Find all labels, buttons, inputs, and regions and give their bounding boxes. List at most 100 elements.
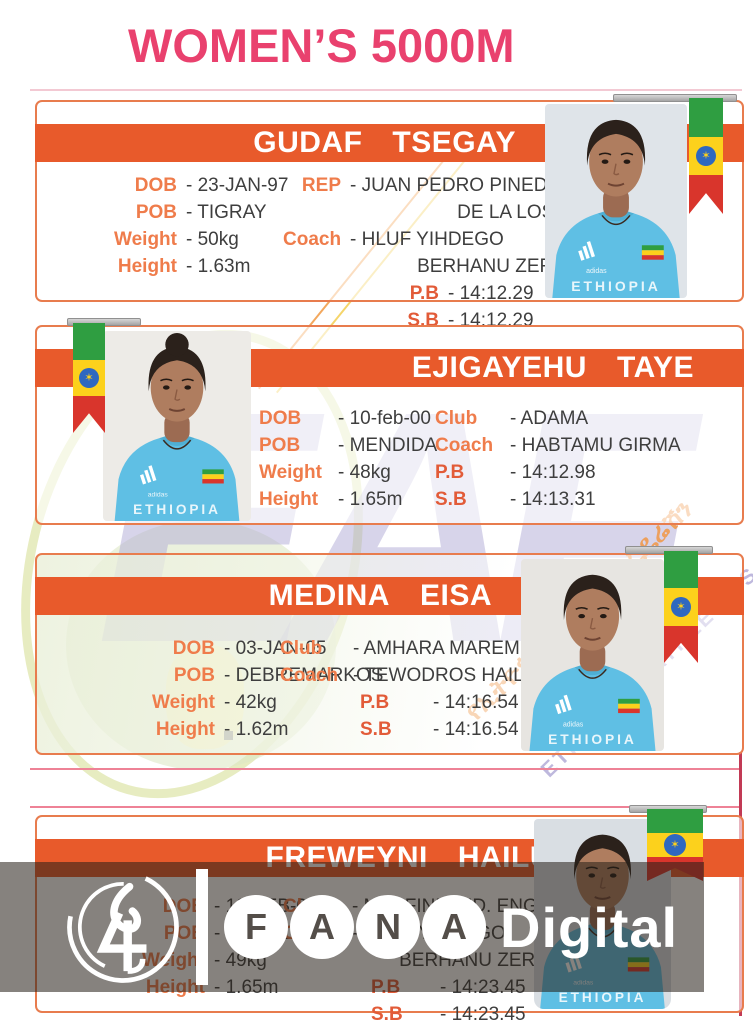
flag-red-band (689, 175, 723, 214)
field-value: - 14:23.45 (440, 1004, 526, 1024)
field-label: Height (117, 256, 177, 277)
fana-digital-watermark-banner: F A N A Digital (0, 862, 704, 992)
bio-row: REP - JUAN PEDRO PINEDA (283, 172, 575, 199)
field-value: - HLUF YIHDEGO (350, 229, 504, 250)
fana-letter-circle: A (422, 895, 486, 959)
field-label: Club (280, 638, 323, 659)
fana-letter: N (375, 906, 401, 947)
ethiopia-flag: ✶ (73, 323, 105, 433)
field-label: POB (173, 665, 215, 686)
field-label: Coach (280, 665, 339, 686)
field-label: S.B (371, 1004, 403, 1024)
separator-bar (196, 869, 208, 985)
field-value: - 10-feb-00 (338, 408, 431, 429)
field-value: - 14:12.29 (448, 283, 534, 304)
field-label: Weight (152, 692, 215, 713)
flag-red-band (664, 625, 698, 663)
field-label: POB (135, 202, 177, 223)
flag-emblem-star-icon: ✶ (664, 834, 686, 856)
fana-letter-circle: F (224, 895, 288, 959)
field-value: - 50kg (186, 229, 239, 250)
bio-row: P.B - 14:12.98 (435, 459, 681, 486)
bio-row: POB - DEBREMARKOS (97, 662, 384, 689)
field-value: - 03-JAN-05 (224, 638, 327, 659)
field-value: - ADAMA (510, 408, 589, 429)
bio-column-right: Club - ADAMA Coach - HABTAMU GIRMA P.B - 14… (435, 405, 681, 513)
field-label: REP (301, 175, 341, 196)
bio-row: S.B - 14:23.45 (371, 1001, 565, 1024)
field-value: - 14:16.54 (433, 719, 519, 740)
bio-row: DOB - 23-JAN-97 (75, 172, 289, 199)
bio-row-continuation: BERHANU ZERU (283, 253, 575, 280)
field-label: Weight (259, 462, 322, 483)
field-value: - 48kg (338, 462, 391, 483)
bio-column-left: DOB - 23-JAN-97 POB - TIGRAY Weight - 50kg … (75, 172, 288, 280)
fana-letter-circle: N (356, 895, 420, 959)
flag-hanger (613, 94, 737, 102)
field-label: P.B (360, 692, 390, 713)
athlete-first-name: MEDINA (268, 579, 390, 612)
bio-row: DOB - 03-JAN-05 (97, 635, 383, 662)
bio-row: P.B - 14:16.54 (360, 689, 580, 716)
bio-row: Club - ADAMA (435, 405, 681, 432)
field-label: S.B (360, 719, 392, 740)
field-value: - AMHARA MAREMIYA (353, 638, 550, 659)
fana-letter: A (441, 906, 467, 947)
field-value: - 14:16.54 (433, 692, 519, 713)
fana-letter: F (245, 906, 267, 947)
field-value: - TEWODROS HAILU (353, 665, 538, 686)
flag-emblem-star-icon: ✶ (696, 146, 716, 166)
field-label: Club (435, 408, 478, 429)
athlete-card-medina-eisa: MEDINA EISA DOB - 03-JAN-05 POB - DEBREMARK… (35, 546, 744, 755)
field-label: DOB (259, 408, 302, 429)
flag-green-band (689, 98, 723, 137)
bio-column-right: Club - AMHARA MAREMIYA Coach - TEWODROS HA… (280, 635, 580, 743)
field-value: - 42kg (224, 692, 277, 713)
fana-letter: A (309, 906, 335, 947)
bio-row: S.B - 14:16.54 (360, 716, 580, 743)
bio-row: POB - TIGRAY (75, 199, 288, 226)
bio-row: Weight - 48kg (259, 459, 437, 486)
bio-row: P.B - 14:12.29 (381, 280, 575, 307)
field-label: Height (259, 489, 319, 510)
field-value: - 1.62m (224, 719, 289, 740)
ethiopia-flag: ✶ (689, 98, 723, 214)
fana-logo-icon (67, 871, 179, 983)
field-label: POB (259, 435, 301, 456)
athlete-card-gudaf-tsegay: GUDAF TSEGAY DOB - 23-JAN-97 POB - TIGRAY W… (35, 94, 744, 331)
flag-green-band (73, 323, 105, 360)
bio-column-right: REP - JUAN PEDRO PINEDA DE LA LOSA Coach -… (283, 172, 575, 334)
athlete-last-name: EISA (419, 579, 492, 612)
field-label: Coach (435, 435, 494, 456)
separator-line (30, 768, 742, 770)
field-value: DE LA LOSA (457, 202, 567, 223)
field-label: Coach (283, 229, 342, 250)
page-title: WOMEN’S 5000M (128, 19, 515, 72)
field-label: DOB (172, 638, 215, 659)
field-value: BERHANU ZERU (417, 256, 567, 277)
bio-row: Height - 1.65m (259, 486, 437, 513)
bio-row: Coach - HABTAMU GIRMA (435, 432, 681, 459)
bio-row: Height - 1.62m (97, 716, 383, 743)
bio-row: S.B - 14:13.31 (435, 486, 681, 513)
ethiopia-flag: ✶ (664, 551, 698, 663)
field-label: Weight (114, 229, 177, 250)
athlete-photo (545, 104, 687, 298)
field-value: - JUAN PEDRO PINEDA (350, 175, 561, 196)
flag-green-band (664, 551, 698, 589)
field-label: P.B (435, 462, 465, 483)
athlete-first-name: EJIGAYEHU (411, 351, 587, 384)
athlete-photo (521, 559, 664, 751)
field-value: - 14:13.31 (510, 489, 596, 510)
field-label: P.B (409, 283, 439, 304)
field-value: - MENDIDA (338, 435, 438, 456)
flag-emblem-star-icon: ✶ (671, 597, 691, 617)
bio-row-continuation: DE LA LOSA (283, 199, 575, 226)
field-value: - 1.63m (186, 256, 251, 277)
field-value: - HABTAMU GIRMA (510, 435, 681, 456)
separator-line (30, 806, 742, 808)
field-value: - 23-JAN-97 (186, 175, 289, 196)
bio-row: Weight - 50kg (75, 226, 288, 253)
athlete-card-ejigayehu-taye: EJIGAYEHU TAYE DOB - 10-feb-00 POB - MENDID… (35, 318, 744, 525)
